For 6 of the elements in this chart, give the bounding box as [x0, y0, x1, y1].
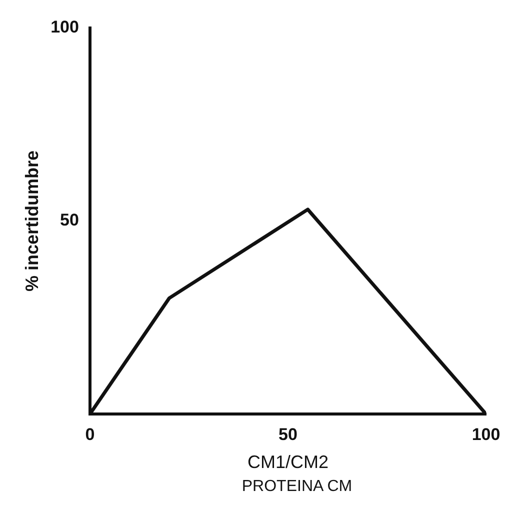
text: PROTEINA CM — [240, 478, 354, 496]
x-axis-title: CM1/CM2 — [247, 452, 328, 472]
y-axis-title: % incertidumbre — [22, 150, 42, 292]
x-tick-label: 50 — [278, 424, 298, 444]
x-tick-label: 0 — [85, 424, 95, 444]
x-tick-label: 100 — [472, 424, 500, 444]
